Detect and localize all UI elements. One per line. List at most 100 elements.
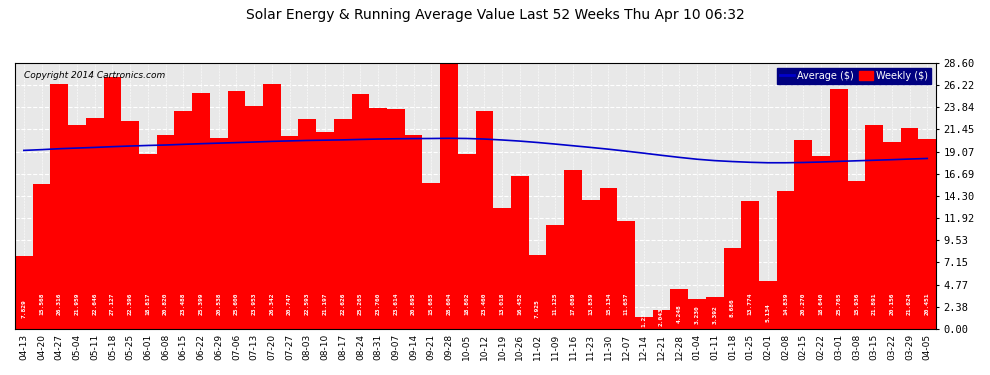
- Bar: [529, 255, 546, 329]
- Bar: [582, 200, 600, 329]
- Bar: [122, 121, 139, 329]
- Text: 25.265: 25.265: [358, 292, 363, 315]
- Text: 11.657: 11.657: [624, 292, 629, 315]
- Bar: [919, 139, 937, 329]
- Bar: [794, 141, 812, 329]
- Bar: [351, 94, 369, 329]
- Bar: [246, 106, 263, 329]
- Bar: [441, 63, 457, 329]
- Text: 28.604: 28.604: [446, 292, 451, 315]
- Bar: [174, 111, 192, 329]
- Bar: [33, 184, 50, 329]
- Text: 7.925: 7.925: [535, 299, 541, 318]
- Text: 18.817: 18.817: [146, 292, 150, 315]
- Bar: [742, 201, 759, 329]
- Text: 21.891: 21.891: [871, 292, 876, 315]
- Text: 15.134: 15.134: [606, 292, 611, 315]
- Text: 14.839: 14.839: [783, 292, 788, 315]
- Bar: [777, 191, 794, 329]
- Text: 2.043: 2.043: [659, 307, 664, 326]
- Text: 25.600: 25.600: [234, 292, 239, 315]
- Bar: [263, 84, 281, 329]
- Bar: [652, 310, 670, 329]
- Bar: [369, 108, 387, 329]
- Text: 18.802: 18.802: [464, 292, 469, 315]
- Text: 25.399: 25.399: [198, 292, 204, 315]
- Bar: [847, 181, 865, 329]
- Text: 20.156: 20.156: [889, 292, 894, 315]
- Bar: [688, 299, 706, 329]
- Text: 20.895: 20.895: [411, 292, 416, 315]
- Text: 22.626: 22.626: [341, 292, 346, 315]
- Bar: [156, 135, 174, 329]
- Bar: [759, 281, 777, 329]
- Text: 20.820: 20.820: [163, 292, 168, 315]
- Text: 13.839: 13.839: [588, 292, 593, 315]
- Text: 5.134: 5.134: [765, 303, 770, 322]
- Text: 22.396: 22.396: [128, 292, 133, 315]
- Text: 23.760: 23.760: [375, 292, 380, 315]
- Text: 15.568: 15.568: [39, 292, 45, 315]
- Text: 22.646: 22.646: [92, 292, 97, 315]
- Bar: [405, 135, 423, 329]
- Bar: [564, 170, 582, 329]
- Bar: [334, 118, 351, 329]
- Text: 25.765: 25.765: [837, 292, 842, 315]
- Bar: [316, 132, 334, 329]
- Text: 18.640: 18.640: [819, 292, 824, 315]
- Bar: [387, 110, 405, 329]
- Bar: [210, 138, 228, 329]
- Text: 21.624: 21.624: [907, 292, 912, 315]
- Bar: [86, 118, 104, 329]
- Text: 20.747: 20.747: [287, 292, 292, 315]
- Bar: [635, 317, 652, 329]
- Bar: [812, 156, 830, 329]
- Bar: [104, 77, 122, 329]
- Text: 20.451: 20.451: [925, 292, 930, 315]
- Bar: [724, 248, 742, 329]
- Bar: [139, 154, 156, 329]
- Text: 15.936: 15.936: [854, 292, 859, 315]
- Text: 20.538: 20.538: [216, 292, 221, 315]
- Text: 3.392: 3.392: [712, 305, 717, 324]
- Bar: [457, 154, 475, 329]
- Bar: [901, 128, 919, 329]
- Text: 21.197: 21.197: [323, 292, 328, 315]
- Bar: [298, 119, 316, 329]
- Text: 4.248: 4.248: [677, 304, 682, 323]
- Bar: [68, 125, 86, 329]
- Text: 23.488: 23.488: [181, 292, 186, 315]
- Bar: [706, 297, 724, 329]
- Text: Copyright 2014 Cartronics.com: Copyright 2014 Cartronics.com: [24, 71, 165, 80]
- Text: 23.953: 23.953: [251, 292, 256, 315]
- Text: 21.959: 21.959: [74, 292, 79, 315]
- Bar: [830, 89, 847, 329]
- Bar: [670, 290, 688, 329]
- Text: 26.342: 26.342: [269, 292, 274, 315]
- Bar: [546, 225, 564, 329]
- Bar: [511, 176, 529, 329]
- Text: 7.829: 7.829: [22, 299, 27, 318]
- Bar: [281, 136, 298, 329]
- Bar: [600, 188, 617, 329]
- Bar: [15, 256, 33, 329]
- Text: 26.316: 26.316: [56, 292, 61, 315]
- Bar: [493, 208, 511, 329]
- Text: 15.685: 15.685: [429, 292, 434, 315]
- Text: 1.236: 1.236: [642, 308, 646, 327]
- Text: 20.270: 20.270: [801, 292, 806, 315]
- Bar: [865, 125, 883, 329]
- Text: 23.614: 23.614: [393, 292, 398, 315]
- Bar: [50, 84, 68, 329]
- Bar: [192, 93, 210, 329]
- Bar: [423, 183, 441, 329]
- Bar: [883, 141, 901, 329]
- Text: 16.452: 16.452: [518, 292, 523, 315]
- Legend: Average ($), Weekly ($): Average ($), Weekly ($): [777, 68, 932, 84]
- Text: 27.127: 27.127: [110, 292, 115, 315]
- Text: 13.774: 13.774: [747, 292, 752, 315]
- Text: 17.089: 17.089: [570, 292, 575, 315]
- Bar: [228, 91, 246, 329]
- Text: 23.460: 23.460: [482, 292, 487, 315]
- Text: 22.593: 22.593: [305, 292, 310, 315]
